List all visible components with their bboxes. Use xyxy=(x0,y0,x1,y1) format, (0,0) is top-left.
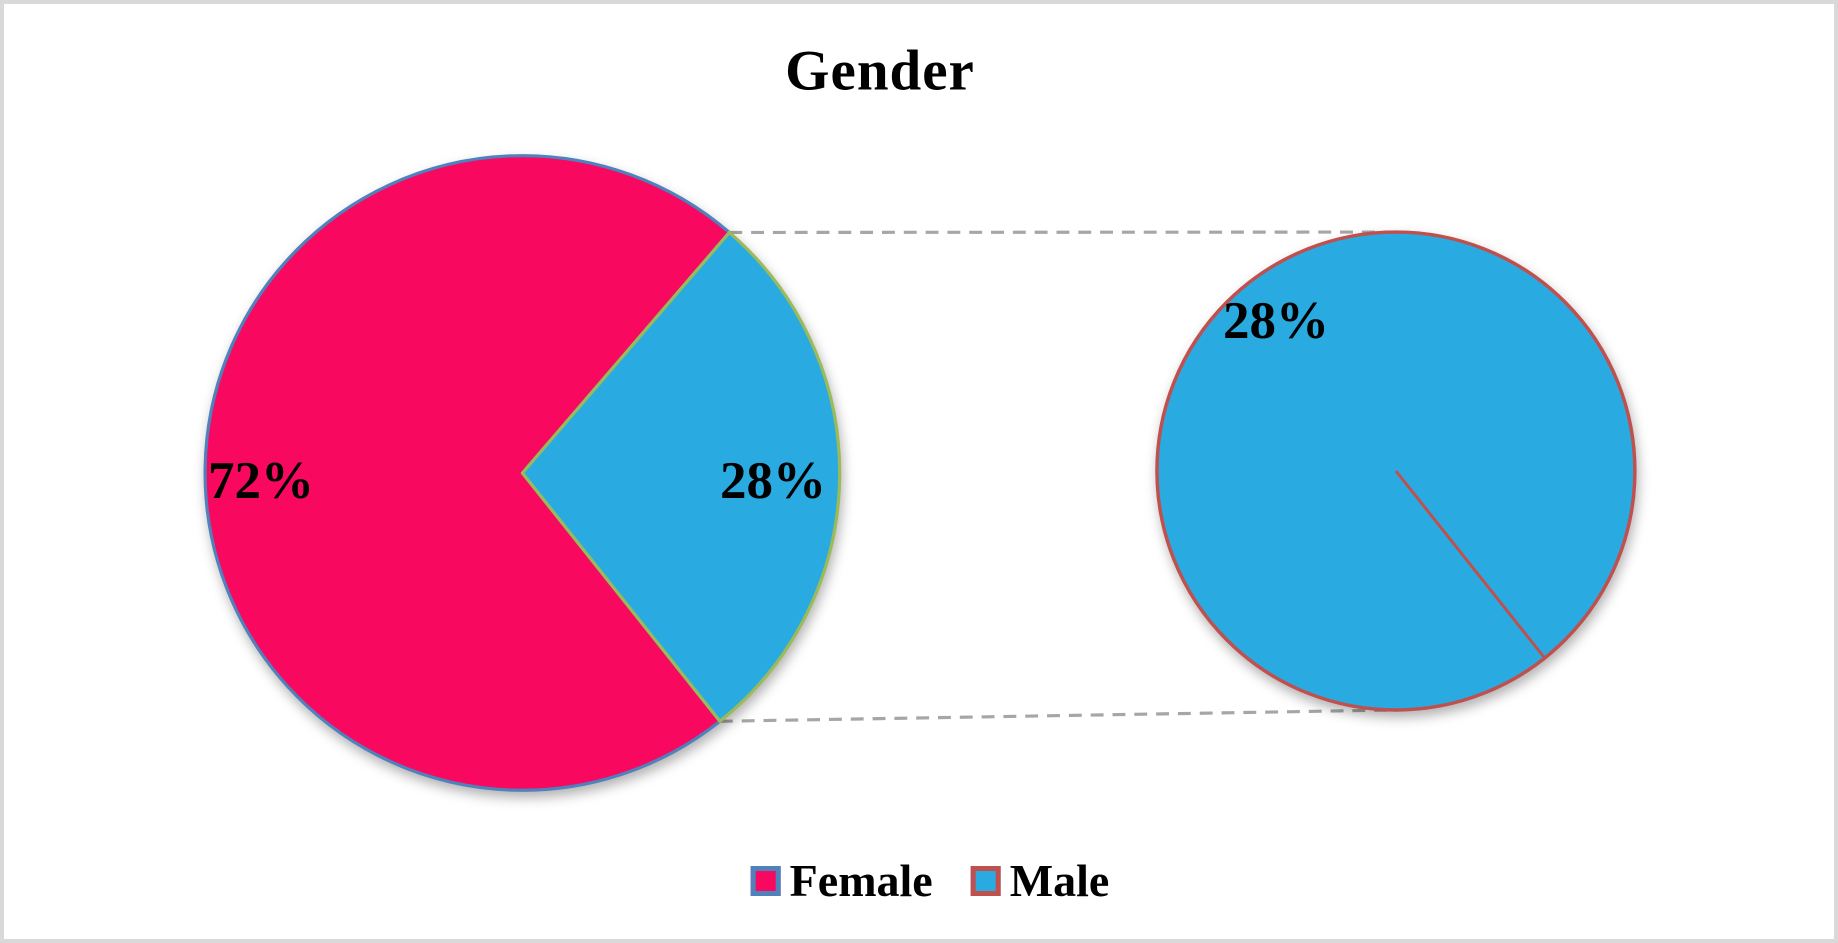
secondary-pie-radius-line xyxy=(1394,470,1546,659)
chart-title: Gender xyxy=(785,39,975,103)
male-slice-main xyxy=(520,230,842,723)
legend-item-female: Female xyxy=(750,855,933,906)
legend-label-male: Male xyxy=(1009,855,1110,906)
legend-label-female: Female xyxy=(789,855,933,906)
data-label-male-28-main: 28% xyxy=(720,452,826,510)
chart-legend: Female Male xyxy=(750,855,1110,906)
legend-item-male: Male xyxy=(970,855,1110,906)
female-slice xyxy=(203,154,731,792)
connector-line-bottom xyxy=(719,708,1396,723)
legend-marker-male-icon xyxy=(970,866,1001,896)
main-pie xyxy=(203,154,842,792)
pie-of-pie-chart xyxy=(203,154,1637,792)
legend-marker-female-icon xyxy=(750,866,781,896)
secondary-pie xyxy=(1155,230,1637,712)
data-label-male-28-secondary: 28% xyxy=(1223,292,1329,350)
data-label-female-72: 72% xyxy=(208,452,314,510)
